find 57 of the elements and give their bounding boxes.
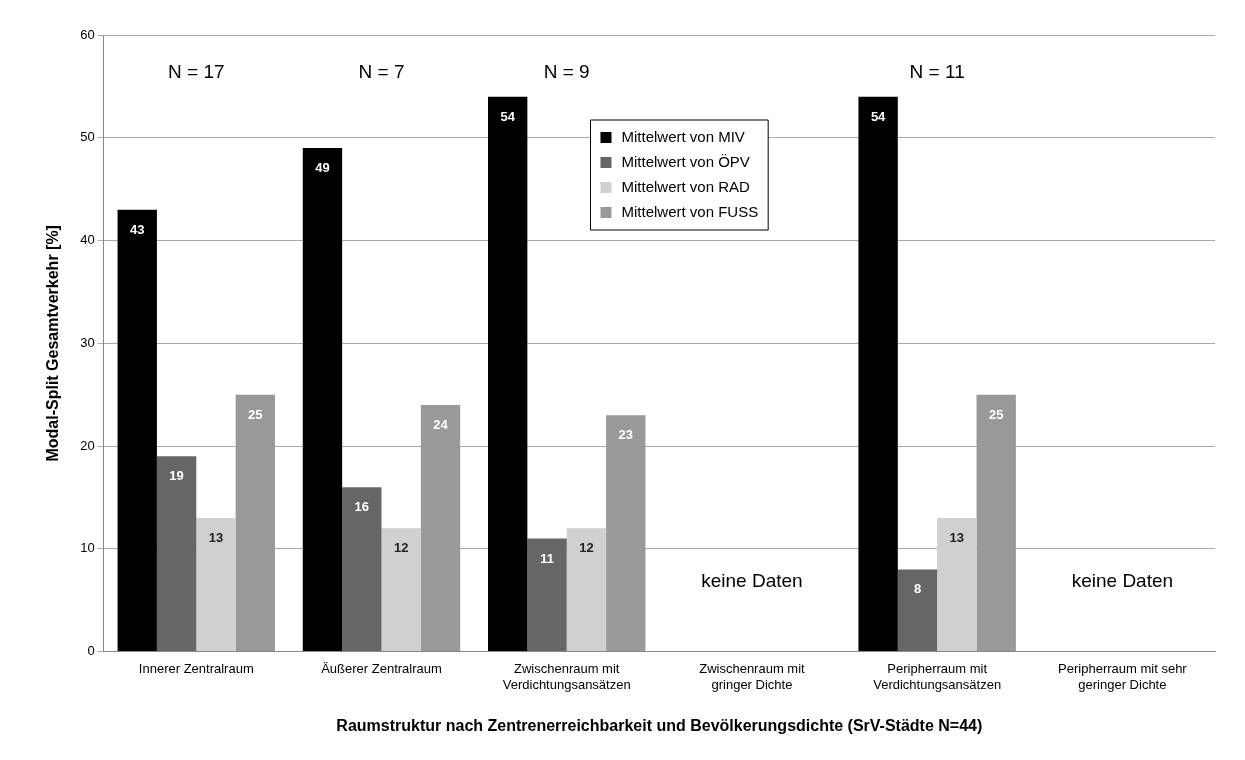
bar	[488, 96, 528, 652]
bar	[420, 404, 461, 652]
data-label: 16	[354, 499, 370, 515]
x-tick-label: Peripherraum mit sehr geringer Dichte	[1058, 660, 1188, 692]
legend-label: Mittelwert von RAD	[621, 177, 751, 195]
legend-label: Mittelwert von FUSS	[621, 202, 759, 220]
y-tick-label: 10	[80, 540, 95, 556]
x-tick-label: Peripherraum mit Verdichtungsansätzen	[873, 660, 1002, 692]
y-tick-label: 60	[80, 26, 95, 42]
bar	[196, 518, 236, 652]
data-label: 25	[248, 406, 263, 422]
bar	[342, 487, 382, 652]
bar	[527, 538, 567, 652]
x-tick-label: Innerer Zentralraum	[138, 660, 254, 676]
y-tick-label: 40	[80, 232, 95, 248]
x-tick-label: Zwischenraum mit Verdichtungsansätzen	[502, 660, 631, 692]
data-label: 24	[433, 417, 449, 433]
y-axis-title: Modal-Split Gesamtverkehr [%]	[44, 225, 62, 462]
bar	[235, 394, 275, 652]
data-label: 13	[949, 530, 965, 546]
bar	[937, 518, 977, 652]
y-tick-label: 20	[80, 437, 95, 453]
data-label: 54	[870, 108, 887, 124]
bar	[606, 415, 646, 652]
bar	[381, 528, 421, 652]
bar	[117, 209, 157, 652]
annotation: N = 9	[543, 61, 590, 83]
x-tick-label: Äußerer Zentralraum	[321, 660, 442, 676]
bar	[302, 148, 343, 652]
annotation: keine Daten	[1071, 569, 1174, 591]
data-label: 54	[500, 108, 516, 124]
data-label: 19	[169, 468, 184, 484]
x-tick-label: Zwischenraum mit gringer Dichte	[699, 660, 806, 692]
bar	[566, 528, 607, 652]
y-tick-label: 50	[80, 129, 95, 145]
data-label: 12	[579, 540, 594, 556]
annotation: N = 11	[909, 61, 965, 83]
data-label: 25	[988, 406, 1004, 422]
y-tick-label: 0	[87, 643, 95, 659]
bar	[897, 569, 938, 652]
annotation: N = 7	[358, 61, 405, 83]
data-label: 8	[913, 581, 922, 597]
bar	[976, 394, 1016, 652]
data-label: 49	[315, 160, 330, 176]
y-tick-label: 30	[80, 334, 95, 350]
data-label: 11	[540, 550, 554, 566]
legend-label: Mittelwert von MIV	[621, 127, 745, 145]
bar	[156, 456, 197, 652]
data-label: 23	[618, 427, 633, 443]
data-label: 12	[393, 540, 409, 556]
legend-label: Mittelwert von ÖPV	[621, 152, 750, 170]
annotation: N = 17	[168, 61, 225, 83]
data-label: 13	[208, 530, 224, 546]
annotation: keine Daten	[701, 569, 803, 591]
data-label: 43	[130, 221, 145, 237]
x-axis-title: Raumstruktur nach Zentrenerreichbarkeit und Bevölkerungsdichte (SrV-Städte N=44)	[336, 716, 983, 734]
bar	[858, 96, 898, 652]
